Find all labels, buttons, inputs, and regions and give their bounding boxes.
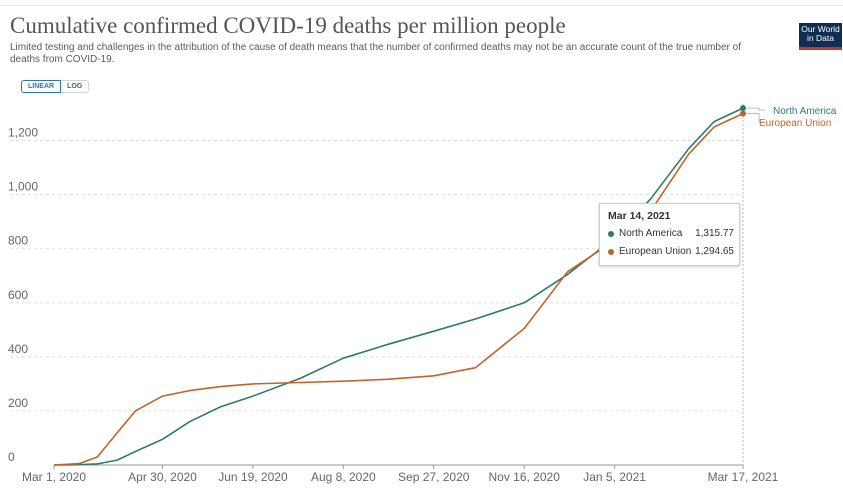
legend-label-european-union[interactable]: European Union xyxy=(759,118,831,129)
y-tick-label: 600 xyxy=(8,288,28,302)
x-tick-label: Nov 16, 2020 xyxy=(488,470,560,484)
y-tick-label: 0 xyxy=(8,450,15,464)
hover-tooltip: Mar 14, 2021 North America 1,315.77 Euro… xyxy=(599,203,740,266)
logo-line-2: in Data xyxy=(807,32,834,43)
north-america-dot-icon xyxy=(608,231,614,237)
legend-label-north-america[interactable]: North America xyxy=(773,106,837,117)
top-border xyxy=(0,0,843,6)
chart-title: Cumulative confirmed COVID-19 deaths per… xyxy=(10,13,566,38)
y-tick-label: 200 xyxy=(8,396,28,410)
tooltip-row-european-union: European Union 1,294.65 xyxy=(608,246,734,260)
log-scale-button[interactable]: LOG xyxy=(61,80,90,93)
scale-toggle: LINEAR LOG xyxy=(21,80,90,93)
tooltip-series-value: 1,294.65 xyxy=(695,246,734,257)
x-tick-label: Jan 5, 2021 xyxy=(583,470,646,484)
y-tick-label: 1,000 xyxy=(8,180,38,194)
x-tick-label: Aug 8, 2020 xyxy=(311,470,376,484)
chart-subtitle: Limited testing and challenges in the at… xyxy=(10,42,742,65)
logo-accent-bar xyxy=(799,47,842,50)
legend-connector xyxy=(747,107,765,111)
logo-line-1: Our World xyxy=(801,24,840,34)
y-tick-label: 400 xyxy=(8,342,28,356)
series-line-european-union[interactable] xyxy=(53,112,744,466)
tooltip-series-name: North America xyxy=(619,228,683,239)
y-axis-ticks: 0 200 400 600 800 1,000 1,200 xyxy=(8,126,38,464)
tooltip-row-north-america: North America 1,315.77 xyxy=(608,228,734,242)
x-tick-label: Mar 1, 2020 xyxy=(22,470,86,484)
x-tick-label: Jun 19, 2020 xyxy=(218,470,288,484)
series-end-point xyxy=(740,105,746,112)
y-tick-label: 1,200 xyxy=(8,126,38,140)
x-tick-label: Apr 30, 2020 xyxy=(128,470,197,484)
linear-scale-button[interactable]: LINEAR xyxy=(21,80,62,93)
tooltip-series-name: European Union xyxy=(619,246,692,257)
tooltip-series-value: 1,315.77 xyxy=(695,228,734,239)
legend-connector xyxy=(747,113,765,123)
european-union-dot-icon xyxy=(608,249,614,255)
series-line-north-america[interactable] xyxy=(53,107,744,466)
x-axis: Mar 1, 2020 Apr 30, 2020 Jun 19, 2020 Aug 8… xyxy=(22,104,779,484)
x-tick-label: Mar 17, 2021 xyxy=(708,470,779,484)
grid-lines xyxy=(10,140,743,412)
tooltip-date: Mar 14, 2021 xyxy=(608,210,671,222)
owid-logo[interactable]: Our World in Data xyxy=(799,23,842,47)
series-end-point xyxy=(740,110,746,117)
y-tick-label: 800 xyxy=(8,234,28,248)
x-tick-label: Sep 27, 2020 xyxy=(398,470,470,484)
